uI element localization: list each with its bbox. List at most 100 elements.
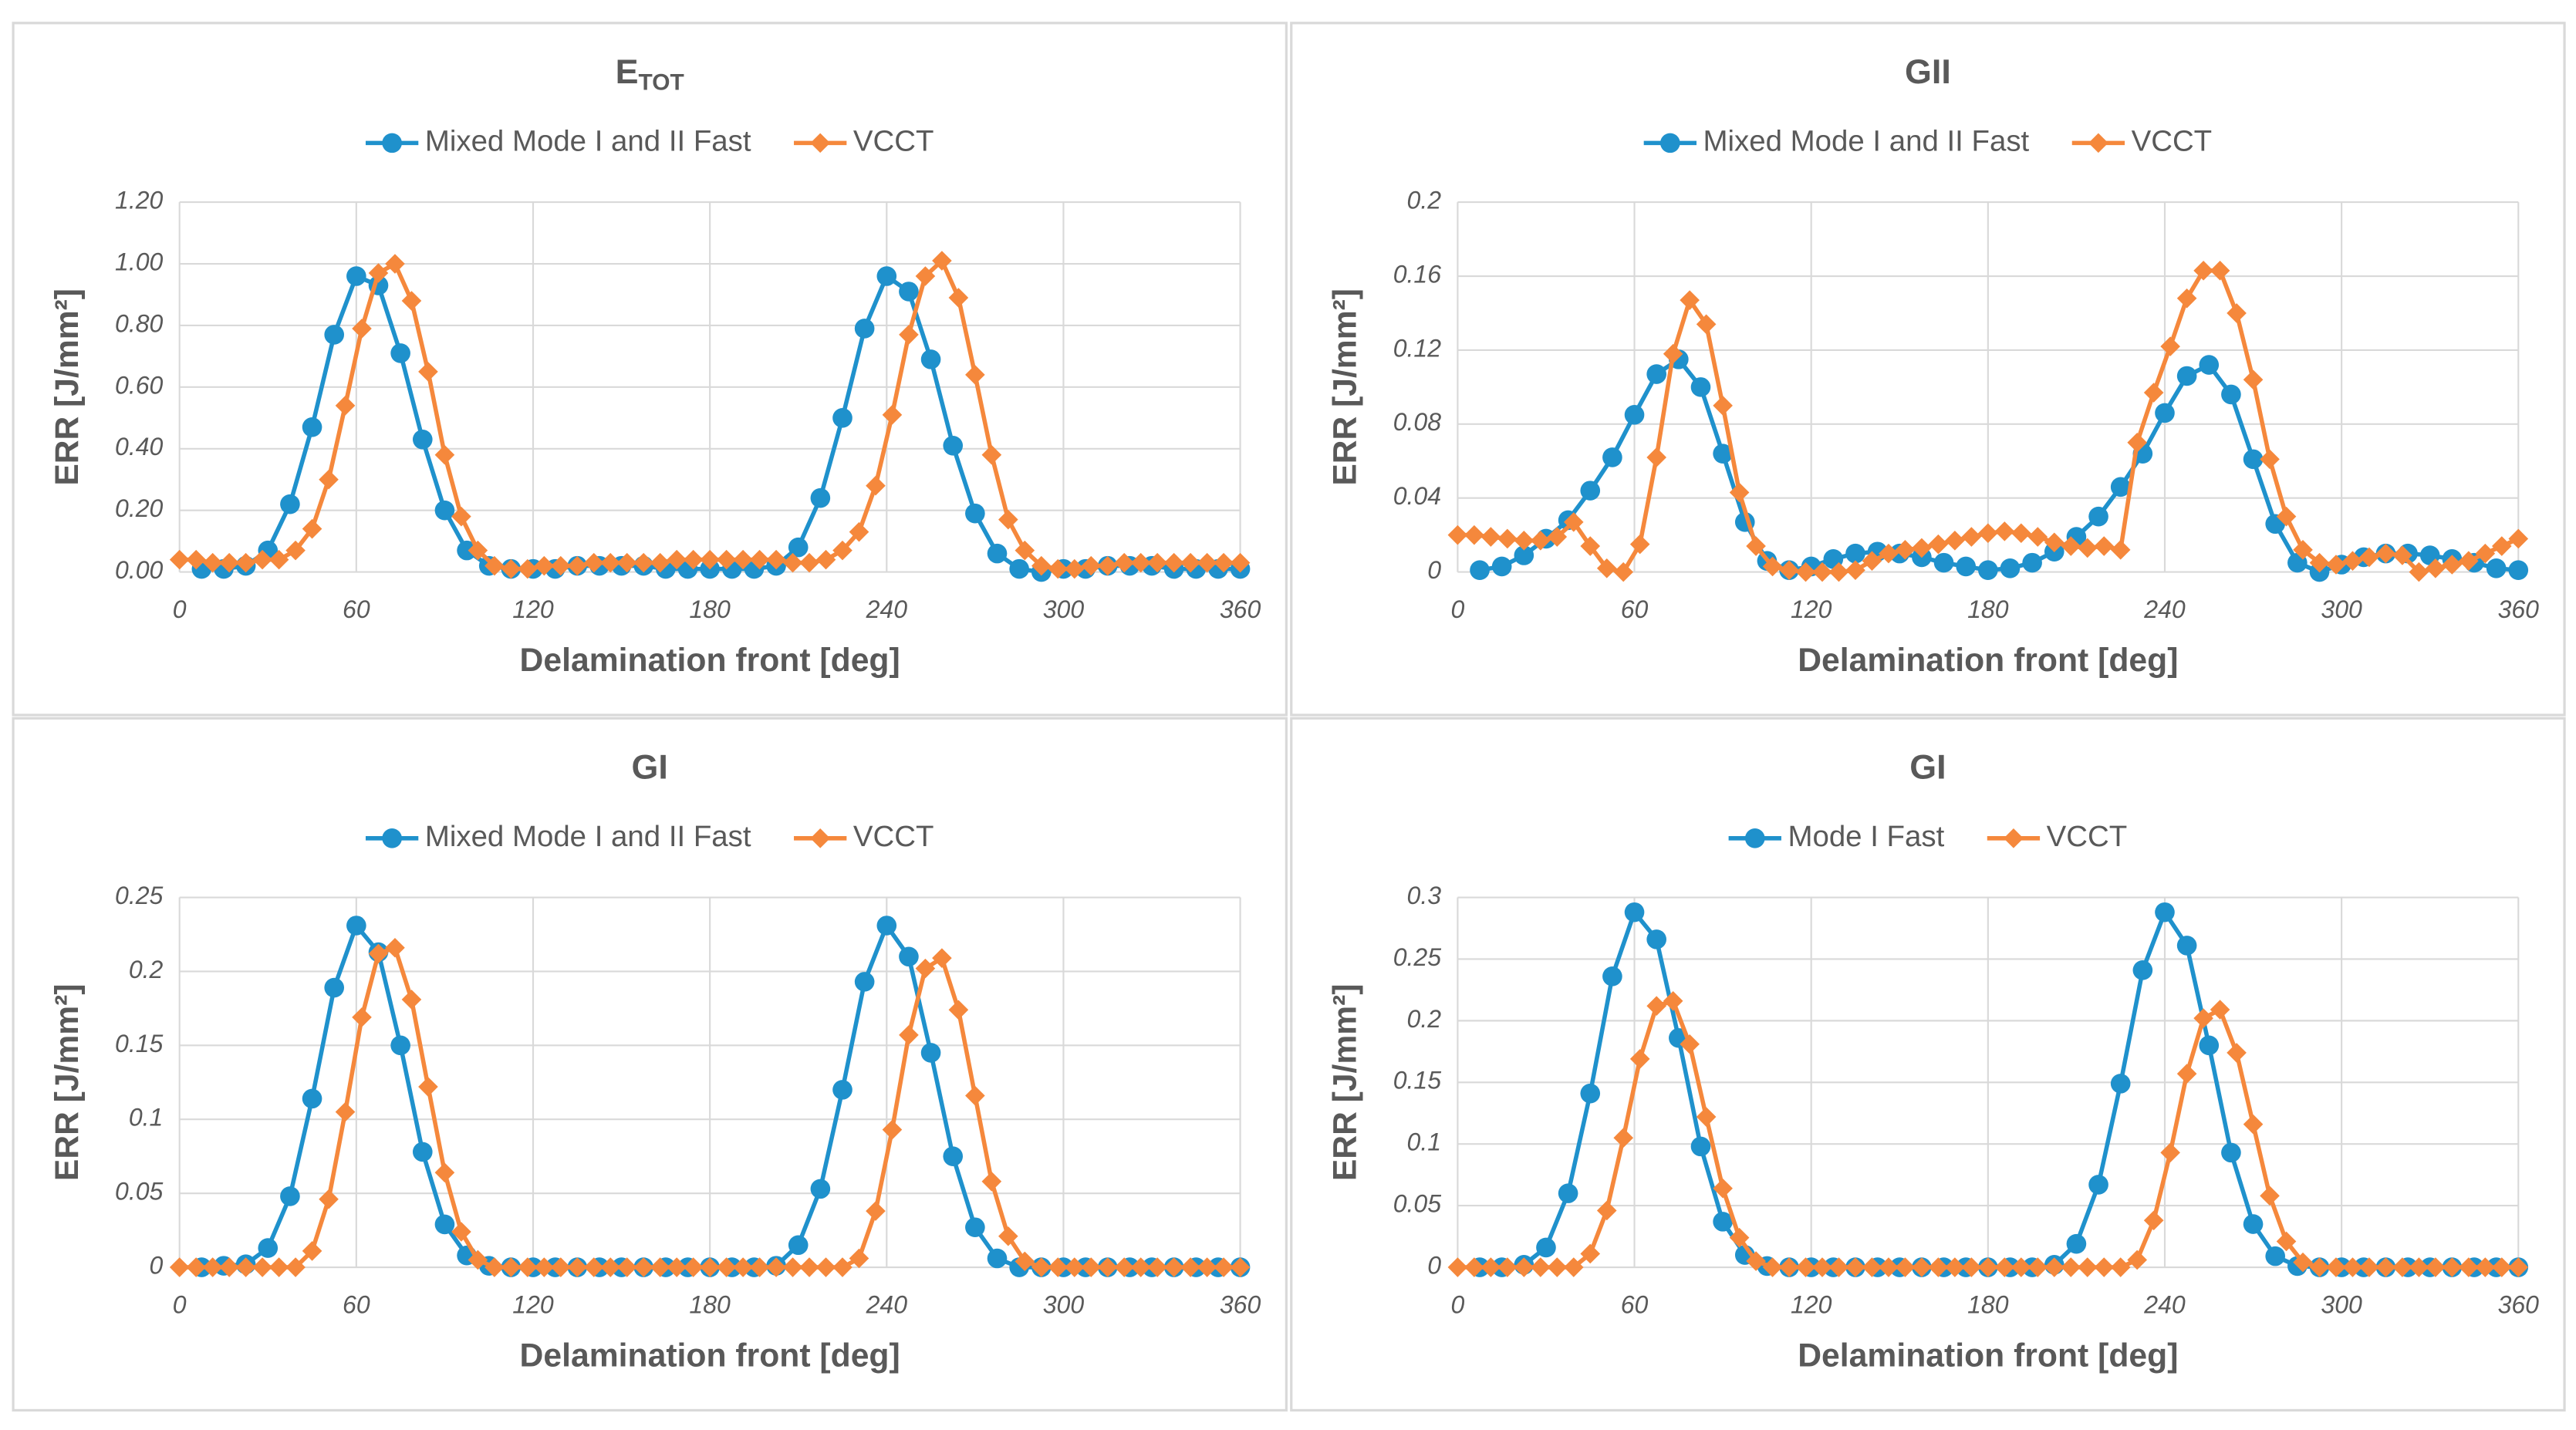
legend-item: Mode I Fast [1728,820,1945,853]
data-point [1828,1257,1849,1277]
data-point [2193,1008,2213,1028]
data-point [616,552,637,573]
data-point [412,429,433,450]
y-tick-label: 0.2 [1407,1005,1442,1033]
data-point [1961,1257,1982,1277]
data-point [2243,1114,2264,1135]
data-point [1912,1257,1932,1277]
x-tick-label: 120 [512,595,554,623]
data-point [1464,1257,1484,1277]
data-point [567,555,588,576]
data-point [832,408,852,428]
data-point [2061,1257,2081,1277]
data-point [1514,545,1534,565]
x-tick-label: 300 [1043,1291,1085,1319]
data-point [1978,523,1998,544]
data-point [2276,506,2297,527]
x-tick-label: 360 [2498,1291,2540,1319]
data-point [943,435,964,456]
data-point [799,1257,819,1277]
data-point [2260,449,2280,470]
y-tick-label: 1.00 [115,248,164,276]
title-text: GI [1909,747,1946,786]
data-point [1624,902,1645,922]
data-point [2010,523,2031,544]
x-tick-label: 300 [2321,595,2362,623]
data-point [832,1257,852,1277]
data-point [2110,1257,2131,1277]
data-point [2475,1257,2496,1277]
data-point [2088,1175,2108,1195]
data-point [2342,551,2363,572]
data-point [810,487,831,508]
data-point [782,552,803,573]
data-point [2442,555,2463,575]
y-tick-label: 0.00 [115,556,164,584]
data-point [2027,527,2048,547]
data-point [788,537,809,558]
data-point [667,1257,687,1277]
x-tick-label: 300 [2321,1291,2362,1319]
data-point [2110,540,2131,560]
data-point [2486,558,2507,578]
data-point [1097,555,1118,576]
data-point [2193,261,2213,281]
data-point [832,540,852,561]
data-point [324,977,345,998]
data-point [1180,1257,1200,1277]
data-point [219,552,239,573]
legend-item: VCCT [1987,820,2127,853]
data-point [368,943,389,964]
data-point [2491,1257,2512,1277]
y-tick-label: 0.2 [1407,187,1442,214]
data-point [346,916,366,936]
x-tick-label: 360 [2498,595,2540,623]
data-point [2409,562,2429,582]
data-point [1956,556,1977,577]
data-point [1114,552,1135,573]
data-point [2127,432,2147,453]
data-point [401,990,422,1010]
data-point [1470,560,1490,580]
data-point [302,417,322,437]
data-point [1514,1257,1534,1277]
data-point [899,325,919,345]
data-point [920,349,941,369]
y-tick-label: 0 [1427,556,1441,584]
panel-frame [12,717,1288,1412]
data-point [2459,1257,2479,1277]
data-point [948,288,969,308]
y-tick-label: 0.08 [1393,408,1442,436]
data-point [285,1257,306,1277]
data-point [235,552,256,573]
y-tick-label: 0 [150,1251,164,1279]
data-point [1862,1257,1882,1277]
legend-item: Mixed Mode I and II Fast [365,125,751,158]
data-point [2442,1257,2463,1277]
chart-title: ETOT [616,52,684,96]
x-tick-label: 240 [2143,595,2186,623]
data-point [2127,1250,2147,1270]
x-tick-label: 300 [1043,595,1085,623]
legend-item: Mixed Mode I and II Fast [365,820,751,853]
data-point [268,1257,289,1277]
data-point [2260,1185,2280,1206]
x-tick-label: 0 [173,595,187,623]
data-point [390,343,410,363]
data-point [1180,552,1200,573]
data-point [1961,527,1982,547]
data-point [633,552,654,573]
data-point [1514,531,1534,551]
legend-marker [810,133,831,153]
data-point [2160,336,2180,356]
data-point [2293,540,2313,560]
data-point [1613,562,1634,582]
data-point [2155,403,2175,423]
y-tick-label: 0.16 [1393,260,1442,288]
title-text: E [616,52,639,91]
legend-label: VCCT [2132,125,2213,158]
y-tick-label: 0.80 [115,309,164,337]
data-point [2132,960,2153,980]
x-tick-label: 0 [1450,595,1464,623]
